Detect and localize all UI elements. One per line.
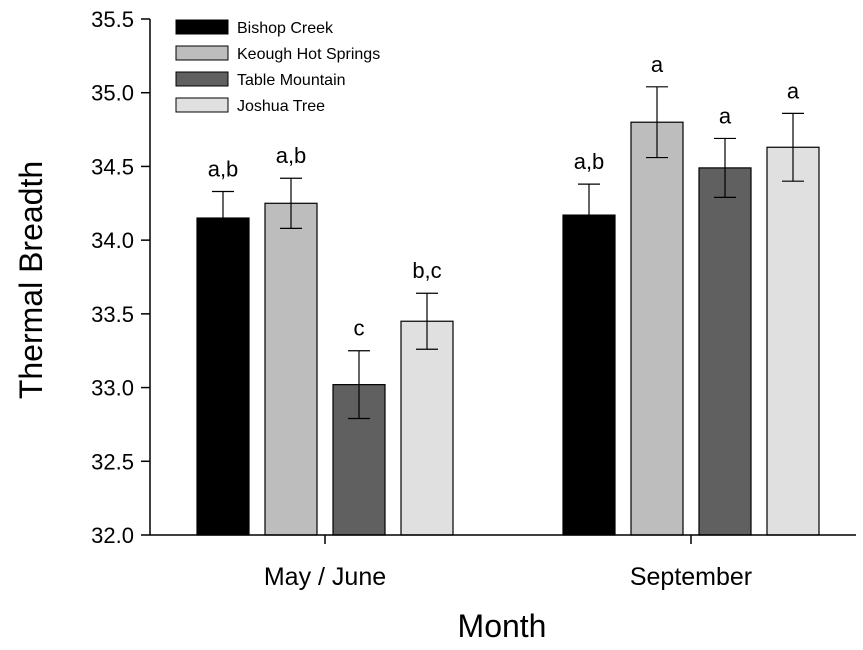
bar: [196, 217, 250, 536]
x-tick-label: May / June: [264, 563, 386, 591]
significance-label: a: [651, 52, 664, 77]
significance-label: c: [354, 316, 365, 341]
bar: [264, 202, 318, 536]
significance-label: a: [787, 78, 800, 103]
significance-label: b,c: [412, 258, 441, 283]
y-tick-label: 33.5: [91, 302, 134, 327]
significance-label: a: [719, 103, 732, 128]
y-tick-label: 35.5: [91, 7, 134, 32]
bar: [562, 214, 616, 536]
axes-group: 32.0 32.5 33.0 33.5 34.0 34.5 35.0 35.5 May / Ju…: [91, 7, 856, 591]
bar: [698, 167, 752, 536]
significance-label: a,b: [276, 143, 307, 168]
legend-label: Keough Hot Springs: [237, 46, 380, 63]
legend: Bishop Creek Keough Hot Springs Table Moun…: [175, 19, 380, 115]
x-axis-title: Month: [458, 608, 547, 644]
y-tick-label: 33.0: [91, 376, 134, 401]
legend-label: Table Mountain: [237, 72, 346, 89]
bars-group: a,b a,b a,b a c a b,c a: [196, 52, 820, 536]
legend-label: Joshua Tree: [237, 98, 325, 115]
x-tick-label: September: [630, 563, 752, 591]
legend-swatch: [175, 97, 229, 113]
y-tick-label: 34.5: [91, 154, 134, 179]
legend-swatch: [175, 19, 229, 35]
y-tick-label: 35.0: [91, 81, 134, 106]
y-axis-title: Thermal Breadth: [13, 161, 49, 399]
bar: [630, 121, 684, 536]
legend-label: Bishop Creek: [237, 20, 334, 37]
legend-swatch: [175, 71, 229, 87]
significance-label: a,b: [208, 156, 239, 181]
y-tick-label: 32.0: [91, 523, 134, 548]
bar: [766, 146, 820, 536]
legend-swatch: [175, 45, 229, 61]
significance-label: a,b: [574, 149, 605, 174]
bar: [400, 320, 454, 536]
y-tick-label: 32.5: [91, 449, 134, 474]
y-tick-label: 34.0: [91, 228, 134, 253]
